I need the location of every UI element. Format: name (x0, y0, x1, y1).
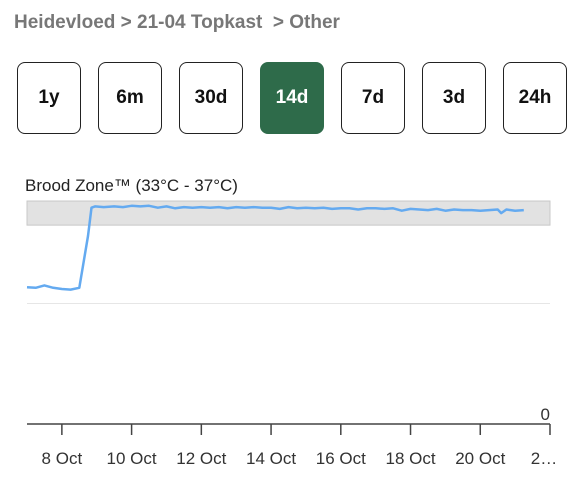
range-button-3d[interactable]: 3d (422, 62, 486, 134)
x-tick-label: 10 Oct (107, 449, 157, 468)
breadcrumb-hive[interactable]: 21-04 Topkast (137, 12, 263, 33)
brood-zone-band (26, 200, 551, 226)
breadcrumb-separator: > (262, 12, 290, 33)
temperature-chart: Brood Zone™ (33°C - 37°C) 8 Oct 10 Oct 12 … (25, 176, 557, 468)
y-tick-label: 0 (541, 405, 550, 424)
breadcrumb-current: Other (289, 12, 340, 33)
breadcrumb-site[interactable]: Heidevloed (14, 12, 116, 33)
x-tick-label: 12 Oct (176, 449, 226, 468)
x-tick-label: 16 Oct (316, 449, 366, 468)
time-range-selector: 1y 6m 30d 14d 7d 3d 24h (17, 62, 567, 136)
range-button-24h[interactable]: 24h (503, 62, 567, 134)
breadcrumb: Heidevloed > 21-04 Topkast > Other (14, 12, 340, 34)
range-button-14d[interactable]: 14d (260, 62, 324, 134)
range-button-6m[interactable]: 6m (98, 62, 162, 134)
chart-title: Brood Zone™ (33°C - 37°C) (25, 176, 238, 195)
x-tick-label: 8 Oct (42, 449, 83, 468)
range-button-7d[interactable]: 7d (341, 62, 405, 134)
x-tick-label: 20 Oct (455, 449, 505, 468)
range-button-1y[interactable]: 1y (17, 62, 81, 134)
temperature-series-line (26, 204, 524, 291)
x-tick-label: 18 Oct (385, 449, 435, 468)
x-tick-label: 14 Oct (246, 449, 296, 468)
range-button-30d[interactable]: 30d (179, 62, 243, 134)
x-tick-label: 2… (531, 449, 557, 468)
breadcrumb-separator: > (115, 12, 138, 33)
